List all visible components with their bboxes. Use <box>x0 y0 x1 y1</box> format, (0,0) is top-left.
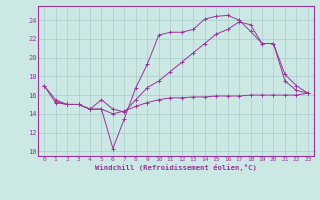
X-axis label: Windchill (Refroidissement éolien,°C): Windchill (Refroidissement éolien,°C) <box>95 164 257 171</box>
